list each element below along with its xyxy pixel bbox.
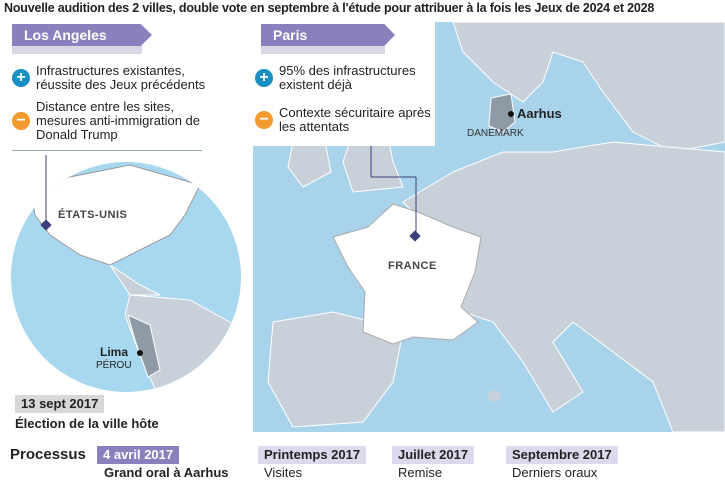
usa-label: ÉTATS-UNIS (58, 209, 128, 221)
minus-circle-icon: − (255, 111, 273, 129)
la-minus-text: Distance entre les sites, mesures anti-i… (36, 99, 201, 142)
process-title: Processus (10, 446, 86, 463)
france-shape (332, 203, 482, 345)
aarhus-label: Aarhus (517, 106, 562, 121)
process-step-date: Printemps 2017 (258, 446, 367, 464)
divider (12, 150, 202, 151)
tab-shadow (12, 46, 142, 54)
election-label: Élection de la ville hôte (15, 416, 159, 431)
danemark-label: DANEMARK (467, 128, 524, 139)
france-label: FRANCE (388, 260, 437, 272)
europe-map: FRANCE Aarhus DANEMARK Paris +95% des in… (253, 22, 725, 432)
process-step-date: Septembre 2017 (506, 446, 618, 464)
paris-tab: Paris (261, 24, 395, 46)
plus-circle-icon: + (12, 69, 30, 87)
perou-label: PÉROU (96, 360, 132, 371)
process-step-text: Derniers oraux (512, 465, 598, 480)
americas-globe: ÉTATS-UNIS Lima PÉROU (10, 155, 242, 400)
paris-minus-text: Contexte sécuritaire après les attentats (279, 105, 431, 134)
process-step-date: Juillet 2017 (392, 446, 475, 464)
la-plus: + Infrastructures existantes, réussite de… (12, 64, 212, 92)
process-step-date: 4 avril 2017 (97, 446, 180, 464)
plus-circle-icon: + (255, 69, 273, 87)
los-angeles-tab: Los Angeles (12, 24, 152, 46)
paris-minus: − Contexte sécuritaire après les attentat… (255, 106, 435, 134)
process-step-text: Visites (264, 465, 303, 480)
tab-shadow (261, 46, 385, 54)
election-date: 13 sept 2017 (15, 395, 105, 413)
page-title: Nouvelle audition des 2 villes, double v… (4, 1, 655, 15)
paris-plus: +95% des infrastructures existent déjà (255, 64, 435, 92)
lima-label: Lima (100, 345, 129, 359)
la-plus-text: Infrastructures existantes, réussite des… (36, 63, 206, 92)
paris-panel: Paris +95% des infrastructures existent … (253, 22, 435, 146)
process-step-text: Remise (398, 465, 443, 480)
la-minus: − Distance entre les sites, mesures anti-… (12, 100, 212, 142)
paris-plus-text: 95% des infrastructures existent déjà (279, 63, 416, 92)
process-step-text: Grand oral à Aarhus (104, 465, 229, 480)
minus-circle-icon: − (12, 112, 30, 130)
